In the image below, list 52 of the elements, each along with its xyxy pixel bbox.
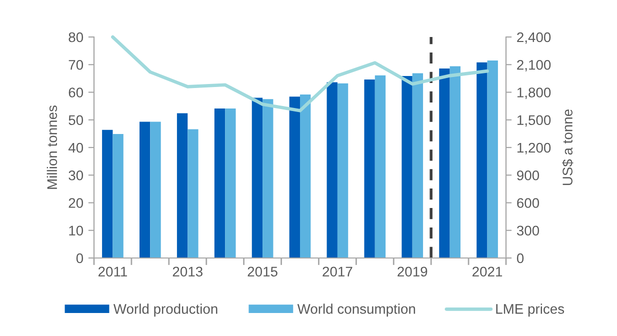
x-tick-label: 2011 (98, 266, 127, 277)
x-tick-label: 2015 (248, 266, 278, 277)
bar (450, 66, 460, 258)
bar (176, 113, 188, 258)
bar (225, 108, 236, 258)
y-tick-label: 40 (68, 142, 84, 153)
y-tick-label: 20 (68, 198, 84, 208)
legend-label: World consumption (297, 304, 416, 317)
y2-tick-label: 1,800 (517, 88, 551, 100)
y-tick-label: 0 (76, 253, 84, 264)
bar (412, 73, 424, 258)
y2-tick-label: 900 (517, 170, 540, 180)
x-tick-label: 2013 (172, 266, 202, 277)
bar (300, 94, 311, 258)
y2-tick-label: 300 (516, 226, 540, 236)
bar (374, 75, 386, 258)
y-tick-label: 50 (68, 115, 84, 126)
y-tick-label: 80 (68, 32, 84, 42)
bar (476, 62, 488, 258)
bar (487, 60, 498, 258)
y2-tick-label: 600 (517, 198, 540, 208)
bar (402, 76, 412, 258)
bar (140, 122, 150, 258)
bar (214, 108, 226, 258)
y-tick-label: 10 (69, 226, 84, 236)
y2-tick-label: 0 (516, 253, 524, 264)
y2-tick-label: 1,500 (517, 115, 551, 127)
bar (188, 129, 198, 258)
legend-label: LME prices (496, 304, 564, 317)
line-series (111, 35, 489, 112)
y-tick-label: 60 (68, 88, 84, 98)
bar (364, 80, 375, 258)
bar (102, 130, 113, 258)
bar (289, 96, 300, 258)
y2-axis-title: US$ a tonne (562, 110, 574, 186)
bar (112, 134, 124, 258)
bar (262, 99, 274, 258)
legend-label: World production (113, 304, 218, 317)
y-tick-label: 70 (68, 60, 84, 70)
y2-tick-label: 2,100 (517, 60, 551, 72)
y2-tick-label: 1,200 (517, 142, 551, 154)
y2-tick-label: 2,400 (517, 32, 551, 44)
x-tick-label: 2017 (322, 266, 352, 277)
y-axis-title: Million tonnes (46, 106, 58, 189)
bar (150, 122, 161, 258)
x-tick-label: 2019 (398, 266, 428, 277)
bar (439, 68, 450, 258)
y-tick-label: 30 (68, 170, 84, 180)
bar (252, 98, 263, 258)
bar (337, 83, 348, 258)
x-tick-label: 2021 (472, 266, 502, 277)
bar (326, 82, 338, 258)
